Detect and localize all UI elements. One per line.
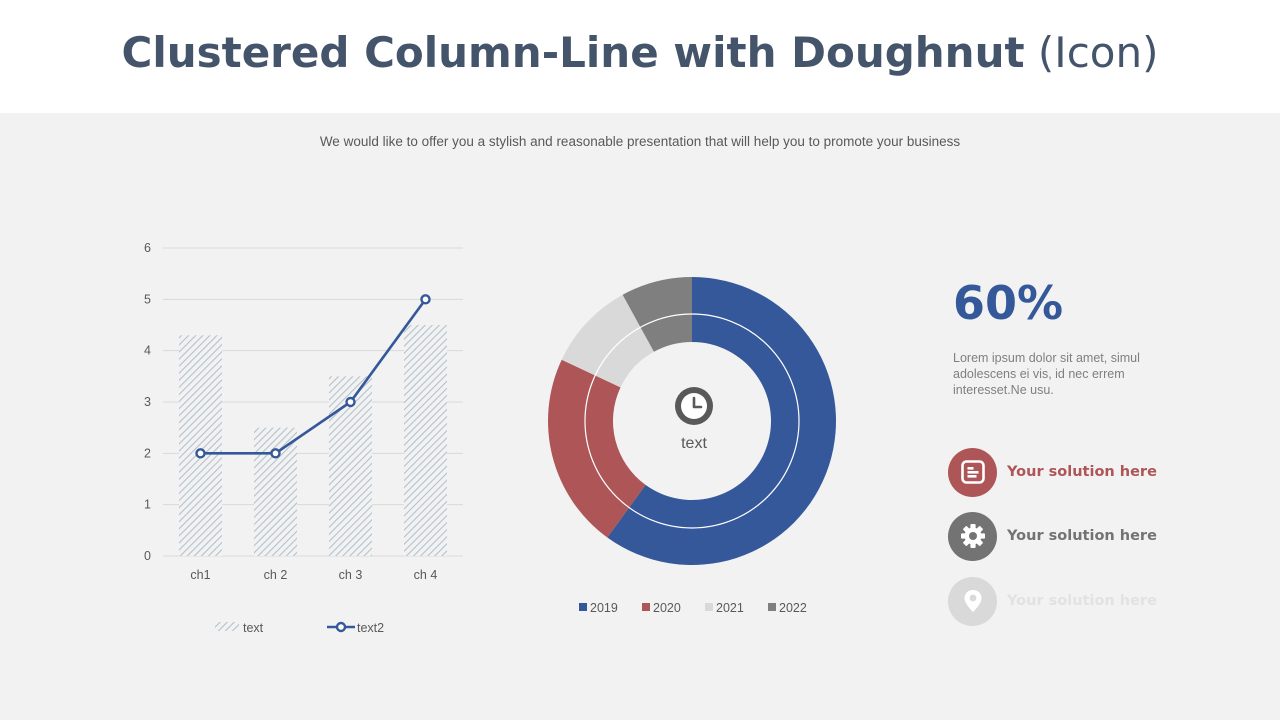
big-percent: 60% xyxy=(953,276,1064,330)
legend-swatch-bars xyxy=(215,622,239,631)
solution-3-label: Your solution here xyxy=(1007,593,1157,609)
line-point xyxy=(420,294,431,305)
legend-swatch xyxy=(579,603,587,611)
clock-icon xyxy=(675,387,713,425)
doughnut-slice xyxy=(561,294,654,388)
solution-3-icon-circle xyxy=(948,576,997,626)
y-tick-label: 3 xyxy=(144,395,151,409)
doughnut-chart: text 2019 2020 2021 2022 xyxy=(547,277,836,615)
bar xyxy=(179,335,222,556)
bar xyxy=(254,427,297,556)
legend-swatch xyxy=(705,603,713,611)
column-line-chart: 0 1 2 3 4 5 6 ch1 ch 2 ch 3 ch 4 text text2 xyxy=(144,241,463,635)
x-tick-label: ch1 xyxy=(190,568,210,582)
document-icon xyxy=(960,460,985,484)
title-suffix: (Icon) xyxy=(1037,28,1159,77)
solution-2-icon-circle xyxy=(948,511,997,561)
y-tick-label: 1 xyxy=(144,498,151,512)
legend-marker-line xyxy=(335,621,347,633)
legend-label: 2020 xyxy=(653,601,681,615)
solution-1-icon-circle xyxy=(948,447,997,497)
solution-1-label: Your solution here xyxy=(1007,464,1157,480)
location-pin-icon xyxy=(964,590,981,612)
legend-label: 2019 xyxy=(590,601,618,615)
header-bar xyxy=(0,0,1280,113)
x-tick-label: ch 4 xyxy=(414,568,438,582)
line-point xyxy=(195,448,206,459)
gear-icon xyxy=(960,524,985,548)
x-tick-label: ch 2 xyxy=(264,568,288,582)
line-point xyxy=(345,396,356,408)
doughnut-inner-ring xyxy=(584,313,800,529)
solution-item-1[interactable]: Your solution here xyxy=(948,447,1208,497)
y-tick-label: 2 xyxy=(144,446,151,460)
bar xyxy=(404,325,447,556)
line-point xyxy=(270,448,281,459)
description-text: Lorem ipsum dolor sit amet, simul adoles… xyxy=(953,351,1140,397)
title-main: Clustered Column-Line with Doughnut xyxy=(121,28,1025,77)
y-tick-label: 6 xyxy=(144,241,151,255)
legend-label: 2022 xyxy=(779,601,807,615)
y-tick-label: 5 xyxy=(144,292,151,306)
solution-item-2[interactable]: Your solution here xyxy=(948,511,1208,561)
x-tick-label: ch 3 xyxy=(339,568,363,582)
legend-label-bars: text xyxy=(243,621,264,635)
solution-item-3[interactable]: Your solution here xyxy=(948,576,1208,626)
y-tick-label: 0 xyxy=(144,549,151,563)
doughnut-slice xyxy=(622,277,692,352)
legend-label-line: text2 xyxy=(357,621,384,635)
doughnut-center-label: text xyxy=(681,435,707,452)
legend-swatch xyxy=(642,603,650,611)
doughnut-slice xyxy=(547,359,646,538)
series-line xyxy=(200,298,427,455)
y-tick-label: 4 xyxy=(144,344,151,358)
doughnut-slice xyxy=(607,277,836,565)
page-subtitle: We would like to offer you a stylish and… xyxy=(319,134,961,149)
legend-swatch xyxy=(768,603,776,611)
page-title: Clustered Column-Line with Doughnut (Ico… xyxy=(0,28,1280,77)
solution-2-label: Your solution here xyxy=(1007,528,1157,544)
legend-label: 2021 xyxy=(716,601,744,615)
